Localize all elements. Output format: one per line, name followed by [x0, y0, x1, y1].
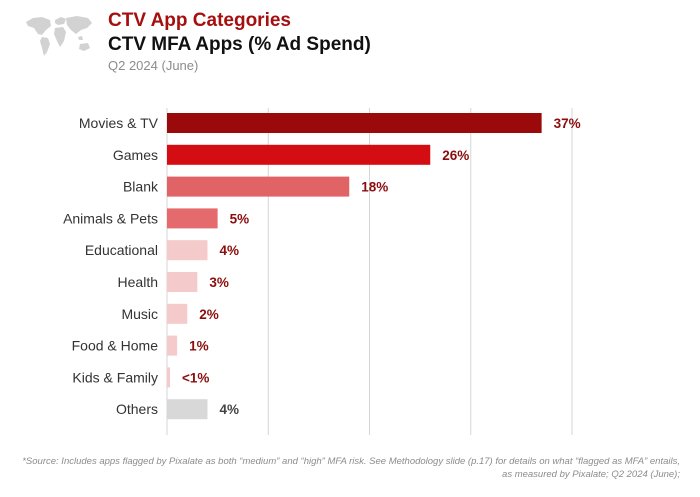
- bar: [167, 272, 198, 292]
- value-label: 4%: [220, 243, 240, 258]
- value-label: 4%: [220, 402, 240, 417]
- value-label: 5%: [230, 211, 250, 226]
- category-label: Health: [118, 274, 158, 290]
- bar: [167, 367, 171, 388]
- bar: [167, 176, 350, 197]
- category-label: Music: [121, 306, 158, 322]
- category-label: Animals & Pets: [63, 210, 158, 226]
- bar: [167, 240, 208, 261]
- category-label: Educational: [85, 242, 158, 258]
- category-label: Others: [116, 401, 158, 417]
- category-label: Kids & Family: [72, 369, 158, 385]
- value-label: 1%: [189, 339, 209, 354]
- bar-chart: Movies & TV 37% Games 26% Blank 18% Animals & …: [63, 108, 581, 435]
- bar: [167, 208, 218, 229]
- chart-header: CTV App Categories CTV MFA Apps (% Ad Sp…: [0, 0, 700, 80]
- chart-title: CTV App Categories: [108, 10, 291, 31]
- chart-period: Q2 2024 (June): [108, 58, 199, 73]
- category-label: Blank: [123, 179, 159, 195]
- world-map-icon: [26, 16, 92, 56]
- bar: [167, 399, 208, 420]
- value-label: 3%: [209, 275, 229, 290]
- value-label: 26%: [442, 148, 469, 163]
- bar: [167, 144, 431, 165]
- chart-subtitle: CTV MFA Apps (% Ad Spend): [108, 34, 371, 55]
- value-label: 37%: [554, 116, 581, 131]
- source-footnote: *Source: Includes apps flagged by Pixala…: [22, 456, 680, 480]
- category-label: Games: [113, 147, 158, 163]
- value-label: 18%: [361, 180, 388, 195]
- value-label: 2%: [199, 307, 219, 322]
- value-label: <1%: [182, 370, 209, 385]
- category-label: Movies & TV: [79, 115, 159, 131]
- bar: [167, 303, 188, 324]
- bar: [167, 335, 178, 356]
- category-label: Food & Home: [72, 338, 159, 354]
- bar: [167, 113, 542, 133]
